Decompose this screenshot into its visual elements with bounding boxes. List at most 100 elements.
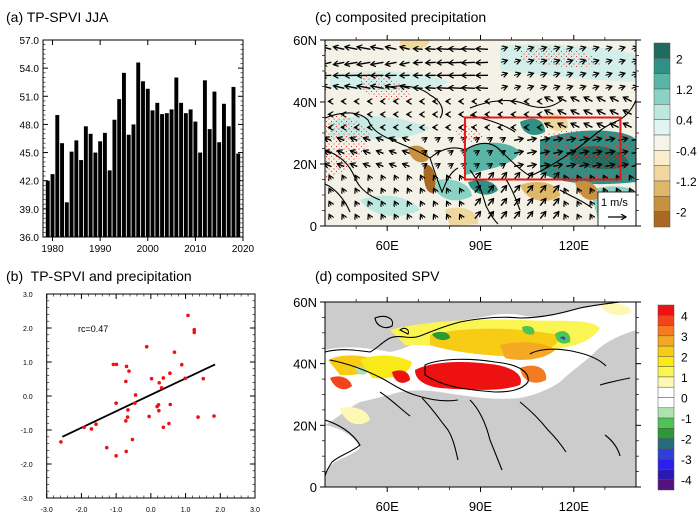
wind-vector [592, 60, 598, 62]
y-tick-label: 0 [310, 219, 317, 234]
wind-vector [333, 47, 345, 50]
y-tick-label: 1.0 [23, 360, 33, 367]
colorbar-label: 1 [681, 371, 688, 385]
wind-vector [592, 138, 601, 140]
wind-vector [437, 62, 449, 63]
wind-vector [539, 199, 546, 206]
wind-vector [462, 49, 475, 50]
wind-vector [460, 201, 462, 205]
panel-d-title: (d) composited SPV [315, 268, 440, 284]
x-tick-label: 120E [559, 238, 590, 253]
y-tick-label: 20N [293, 157, 317, 172]
wind-vector [449, 151, 453, 154]
scatter-point [124, 419, 128, 423]
wind-vector [623, 123, 632, 127]
wind-vector [462, 62, 475, 63]
wind-vector [552, 212, 559, 219]
wind-vector [501, 138, 505, 141]
scatter-point [114, 401, 118, 405]
wind-vector [436, 151, 440, 154]
wind-vector [333, 86, 345, 89]
wind-vector [558, 110, 567, 114]
x-tick-label: 1980 [41, 244, 64, 255]
wind-vector [407, 188, 409, 192]
wind-vector [342, 214, 344, 218]
wind-vector [500, 186, 507, 193]
panel-a-axes: 36.0 39.0 42.0 45.0 48.0 51.0 54.0 57.0 1980 1990… [20, 36, 255, 255]
scatter-point [124, 379, 128, 384]
wind-vector [623, 97, 632, 101]
wind-vector [553, 86, 559, 88]
scatter-point [144, 344, 149, 349]
x-tick-label: 90E [469, 238, 492, 253]
wind-vector [623, 110, 632, 114]
wind-vector [434, 214, 436, 218]
wind-vector [355, 175, 357, 179]
wind-vector [325, 47, 332, 50]
bar [107, 170, 112, 237]
wind-vector [426, 49, 436, 50]
panel-d-map-body [325, 302, 636, 487]
wind-vector [400, 86, 410, 89]
wind-vector [434, 201, 436, 205]
wind-vector [579, 47, 585, 49]
colorbar-swatch [657, 335, 675, 347]
wind-vector [357, 86, 371, 89]
wind-vector [605, 151, 615, 153]
wind-vector [545, 123, 554, 127]
scatter-point [114, 362, 119, 367]
y-tick-label: 51.0 [20, 92, 40, 103]
wind-vector [474, 212, 481, 219]
bar [102, 132, 107, 237]
wind-vector [342, 175, 344, 179]
wind-vector [487, 173, 494, 180]
scatter-point [82, 425, 86, 430]
bar [226, 126, 231, 237]
wind-vector [526, 47, 533, 49]
wind-vector [476, 62, 488, 63]
scatter-point [89, 427, 94, 431]
x-tick-label: 2000 [137, 244, 160, 255]
bar [236, 153, 241, 237]
scatter-point [212, 414, 216, 418]
y-tick-label: 60N [293, 295, 317, 310]
scatter-point [130, 437, 135, 442]
wind-vector [488, 164, 492, 167]
wind-vector [513, 151, 523, 153]
bars-group [45, 62, 241, 238]
bar [155, 102, 160, 237]
colorbar-swatch [657, 315, 675, 326]
wind-vector [553, 151, 562, 153]
wind-vector [526, 173, 533, 180]
y-tick-label: -1.0 [21, 428, 33, 435]
bar [141, 81, 145, 238]
colorbar-swatch [657, 325, 675, 337]
wind-vector [368, 188, 370, 192]
wind-vector [474, 173, 481, 180]
wind-vector [500, 47, 507, 49]
colorbar-swatch [653, 104, 671, 120]
wind-vector [414, 62, 423, 63]
x-tick-label: 1990 [89, 244, 112, 255]
wind-vector [553, 73, 559, 75]
bar [69, 151, 74, 237]
wind-vector [436, 138, 440, 141]
scatter-point [114, 454, 118, 458]
scatter-point [124, 449, 129, 454]
wind-vector [590, 201, 592, 205]
wind-vector [631, 164, 636, 166]
panel-c-colorbar: 2 1.2 0.4 -0.4 -1.2 -2 [653, 42, 697, 228]
wind-vector [552, 186, 559, 193]
wind-vector [605, 73, 612, 75]
scatter-point [168, 402, 173, 407]
wind-vector [513, 164, 523, 166]
wind-vector [350, 151, 358, 154]
wind-vector [526, 60, 533, 62]
wind-vector [501, 151, 505, 154]
wind-vector [460, 188, 462, 192]
wind-vector [552, 173, 559, 180]
reference-vector-label: 1 m/s [601, 197, 628, 209]
wind-vector [449, 164, 453, 167]
x-tick-label: -2.0 [75, 507, 87, 514]
